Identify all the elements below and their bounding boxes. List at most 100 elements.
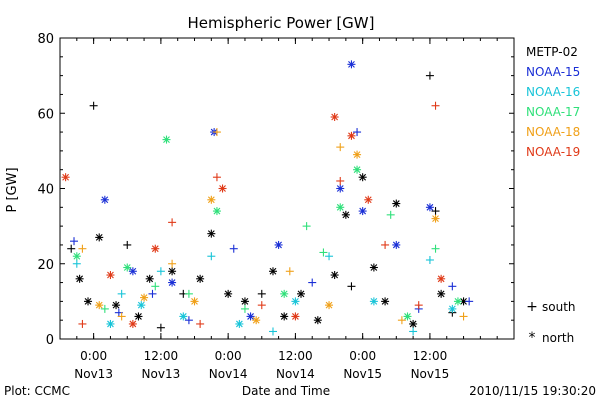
- x-tick-label-date: Nov14: [209, 367, 248, 381]
- data-point-north: [358, 207, 367, 216]
- data-point-north: [246, 312, 255, 321]
- data-point-north: [106, 271, 115, 280]
- data-point-north: [95, 301, 104, 310]
- x-tick-label-time: 12:00: [413, 349, 448, 363]
- data-point-south: [308, 278, 317, 287]
- marker-legend-symbol: *: [529, 330, 536, 346]
- data-point-north: [448, 304, 457, 313]
- x-tick-label-date: Nov14: [276, 367, 315, 381]
- data-point-south: [168, 259, 177, 268]
- data-point-south: [268, 327, 277, 336]
- data-point-north: [168, 267, 177, 276]
- data-point-south: [425, 255, 434, 264]
- x-tick-label-time: 0:00: [80, 349, 107, 363]
- x-tick-label-time: 0:00: [349, 349, 376, 363]
- data-point-north: [336, 203, 345, 212]
- data-point-south: [381, 240, 390, 249]
- data-point-south: [117, 289, 126, 298]
- data-point-south: [212, 173, 221, 182]
- plot-timestamp: 2010/11/15 19:30:20: [469, 384, 596, 398]
- data-point-south: [319, 248, 328, 257]
- marker-legend-label: south: [542, 300, 576, 314]
- data-point-north: [190, 297, 199, 306]
- data-point-north: [61, 173, 70, 182]
- data-point-north: [268, 267, 277, 276]
- x-tick-label-date: Nov13: [142, 367, 181, 381]
- data-point-south: [459, 312, 468, 321]
- data-point-north: [280, 289, 289, 298]
- data-point-north: [137, 301, 146, 310]
- y-tick-label: 40: [37, 183, 54, 198]
- data-point-south: [78, 244, 87, 253]
- legend-entry: NOAA-17: [526, 105, 580, 119]
- x-axis: 0:00 Nov13 12:00 Nov13 0:00 Nov14 12:00 Nov14 0:…: [59, 38, 515, 381]
- data-point-north: [179, 312, 188, 321]
- data-point-north: [100, 195, 109, 204]
- data-point-north: [437, 289, 446, 298]
- legend-entry: METP-02: [526, 45, 578, 59]
- data-points: [61, 60, 474, 336]
- data-point-north: [409, 319, 418, 328]
- data-point-south: [285, 267, 294, 276]
- data-point-north: [353, 150, 362, 159]
- data-point-north: [313, 316, 322, 325]
- data-point-north: [369, 263, 378, 272]
- data-point-south: [414, 301, 423, 310]
- data-point-north: [72, 252, 81, 261]
- data-point-south: [184, 289, 193, 298]
- data-point-north: [123, 263, 132, 272]
- data-point-north: [431, 214, 440, 223]
- data-point-south: [89, 101, 98, 110]
- data-point-south: [353, 128, 362, 137]
- data-point-north: [437, 274, 446, 283]
- data-point-south: [397, 316, 406, 325]
- x-tick-label-time: 12:00: [144, 349, 179, 363]
- data-point-north: [425, 203, 434, 212]
- data-point-north: [330, 113, 339, 122]
- data-point-south: [229, 244, 238, 253]
- marker-legend-symbol: +: [526, 299, 538, 315]
- x-tick-label-date: Nov15: [411, 367, 450, 381]
- data-point-north: [106, 319, 115, 328]
- data-point-north: [336, 184, 345, 193]
- data-point-north: [128, 319, 137, 328]
- data-point-north: [358, 173, 367, 182]
- data-point-north: [325, 301, 334, 310]
- data-point-north: [453, 297, 462, 306]
- data-point-north: [369, 297, 378, 306]
- data-point-south: [70, 237, 79, 246]
- data-point-north: [341, 210, 350, 219]
- data-point-north: [291, 297, 300, 306]
- data-point-north: [207, 195, 216, 204]
- data-point-south: [100, 304, 109, 313]
- data-point-south: [425, 71, 434, 80]
- data-point-north: [274, 240, 283, 249]
- data-point-north: [353, 165, 362, 174]
- data-point-south: [431, 101, 440, 110]
- data-point-south: [78, 319, 87, 328]
- y-axis-label: P [GW]: [5, 167, 20, 212]
- data-point-north: [128, 267, 137, 276]
- data-point-north: [162, 135, 171, 144]
- plot-credit: Plot: CCMC: [4, 384, 70, 398]
- data-point-south: [151, 282, 160, 291]
- y-tick-label: 20: [37, 258, 54, 273]
- data-point-south: [212, 128, 221, 137]
- data-point-north: [347, 60, 356, 69]
- data-point-north: [151, 244, 160, 253]
- data-point-south: [148, 289, 157, 298]
- data-point-north: [403, 312, 412, 321]
- data-point-south: [431, 207, 440, 216]
- legend-entry: NOAA-19: [526, 145, 580, 159]
- data-point-south: [347, 282, 356, 291]
- x-axis-label: Date and Time: [242, 384, 330, 398]
- data-point-north: [196, 274, 205, 283]
- legend: METP-02 NOAA-15 NOAA-16 NOAA-17 NOAA-18 NOAA-…: [526, 45, 580, 346]
- data-point-north: [381, 297, 390, 306]
- legend-entry: NOAA-16: [526, 85, 580, 99]
- data-point-north: [134, 312, 143, 321]
- data-point-south: [184, 316, 193, 325]
- data-point-north: [347, 131, 356, 140]
- data-point-north: [392, 240, 401, 249]
